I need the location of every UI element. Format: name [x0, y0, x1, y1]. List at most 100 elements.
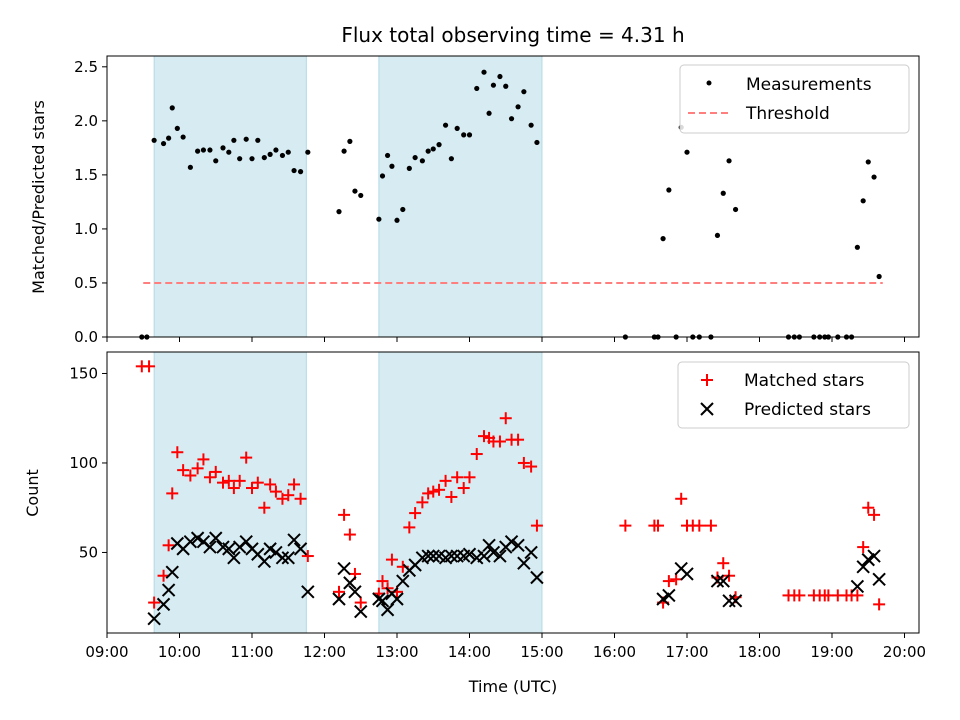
x-b [209, 531, 223, 545]
x-b [716, 574, 730, 588]
measurement-point [720, 190, 726, 196]
predicted-star-point [222, 542, 236, 556]
measurement-point [684, 149, 690, 155]
predicted-star-point [281, 551, 295, 565]
predicted-star-point [165, 565, 179, 579]
predicted-star-point [450, 549, 464, 563]
measurement-point [384, 152, 391, 159]
x-b [222, 542, 236, 556]
measurement-point [854, 244, 860, 250]
chart-title: Flux total observing time = 4.31 h [341, 23, 684, 47]
measurement-point [660, 236, 666, 242]
measurement-point [419, 158, 425, 164]
measurement-point [474, 85, 480, 92]
measurement-point [213, 158, 219, 164]
measurement-point [169, 105, 175, 111]
measurement-point [200, 147, 207, 153]
matched-star-point [338, 508, 351, 521]
measurement-point [876, 273, 882, 280]
matched-star-point [868, 508, 881, 521]
matched-star-point [427, 485, 440, 498]
x-b [239, 535, 253, 549]
x-b [156, 597, 171, 612]
x-b [710, 574, 725, 588]
measurement-point [534, 139, 540, 146]
matched-star-point [222, 474, 235, 487]
predicted-star-point [375, 594, 390, 608]
predicted-star-point [301, 585, 315, 599]
measurement-point [714, 232, 721, 239]
matched-star-point [478, 430, 490, 443]
x-tick-label: 09:00 [85, 643, 128, 661]
predicted-star-point [850, 579, 865, 594]
x-b [343, 576, 357, 590]
x-b [348, 585, 362, 599]
measurement-point [490, 82, 497, 88]
x-b [722, 594, 736, 608]
shaded-interval [378, 55, 543, 338]
y-tick-label: 0.5 [74, 274, 98, 292]
matched-star-point [851, 589, 864, 602]
matched-star-point [439, 474, 452, 487]
predicted-star-point [872, 572, 886, 587]
predicted-star-point [524, 545, 538, 560]
matched-star-point [652, 519, 664, 532]
x-tick-label: 10:00 [158, 643, 201, 661]
x-tick-label: 13:00 [375, 643, 418, 661]
measurement-point [865, 159, 871, 165]
predicted-star-point [486, 545, 501, 560]
measurement-point [336, 209, 342, 215]
matched-star-point [499, 412, 512, 425]
predicted-star-point [337, 561, 351, 576]
matched-star-point [416, 496, 429, 509]
measurement-point [255, 137, 261, 143]
x-b [396, 574, 410, 588]
measurement-point [466, 132, 473, 138]
legend-measurements-marker [706, 80, 712, 86]
bottom-x-ticks: 09:00 10:00 11:00 12:00 13:00 14:00 15:00 16:00… [85, 633, 926, 661]
x-b [165, 565, 179, 579]
top-shaded-regions [153, 55, 543, 338]
x-b [486, 545, 501, 560]
matched-star-point [258, 501, 271, 514]
shaded-interval [378, 351, 543, 634]
matched-star-point [166, 487, 179, 500]
legend-predicted-marker [700, 402, 714, 416]
x-b [421, 549, 435, 563]
predicted-star-point [147, 611, 161, 626]
measurement-point [871, 174, 877, 180]
x-b [680, 567, 694, 581]
matched-star-point [240, 451, 253, 464]
predicted-star-point [161, 583, 176, 597]
matched-star-point [451, 471, 464, 484]
x-b [524, 545, 538, 560]
measurement-point [508, 116, 515, 122]
predicted-star-point [372, 592, 386, 606]
x-b [161, 583, 176, 597]
measurement-point [187, 164, 193, 170]
predicted-star-point [287, 533, 301, 547]
measurement-point [442, 122, 449, 128]
predicted-star-point [493, 549, 507, 563]
x-b [263, 542, 277, 556]
matched-star-point [333, 585, 345, 598]
x-b [227, 551, 241, 565]
bottom-y-ticks: 50 100 150 [69, 364, 107, 561]
y-tick-label: 1.5 [74, 166, 98, 184]
predicted-star-point [343, 576, 357, 590]
legend-matched-label: Matched stars [744, 371, 864, 391]
matched-star-point [233, 474, 246, 487]
top-plot-frame [106, 55, 920, 338]
x-b [426, 549, 440, 563]
matched-star-point [376, 575, 389, 588]
bottom-legend-box [677, 361, 910, 429]
x-b [287, 533, 301, 547]
matched-star-point [191, 462, 204, 475]
measurement-point [461, 132, 467, 138]
matched-star-point [162, 539, 175, 552]
measurement-point [305, 149, 311, 155]
matched-star-point [717, 557, 730, 570]
measurement-point [285, 149, 291, 155]
matched-star-point [403, 521, 416, 534]
predicted-star-point [348, 585, 362, 599]
